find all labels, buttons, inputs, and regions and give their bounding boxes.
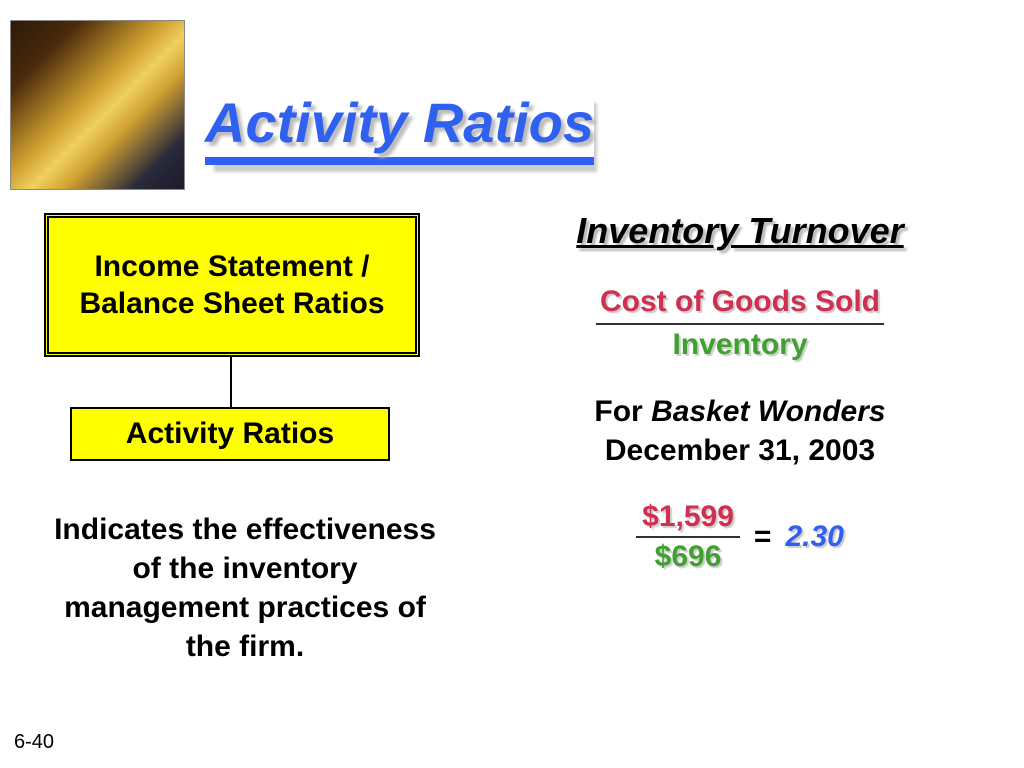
calc-result: 2.30: [785, 520, 843, 554]
slide-title: Activity Ratios: [205, 90, 594, 165]
box-activity-ratios: Activity Ratios: [70, 407, 390, 461]
description-text: Indicates the effectiveness of the inven…: [40, 510, 450, 666]
formula-fraction: Cost of Goods Sold Inventory: [596, 282, 884, 364]
equals-sign: =: [754, 520, 772, 554]
box-activity-ratios-text: Activity Ratios: [126, 417, 334, 451]
formula-numerator: Cost of Goods Sold: [596, 282, 884, 325]
box-income-balance-text: Income Statement / Balance Sheet Ratios: [49, 248, 415, 323]
formula-denominator: Inventory: [596, 325, 884, 364]
context-for: For: [594, 395, 642, 428]
context-block: For Basket Wonders December 31, 2003: [490, 392, 990, 470]
connector-line: [230, 357, 232, 407]
subheading-inventory-turnover: Inventory Turnover: [490, 210, 990, 252]
right-column: Inventory Turnover Cost of Goods Sold In…: [490, 210, 990, 574]
slide-number: 6-40: [14, 731, 54, 754]
calc-fraction: $1,599 $696: [636, 500, 740, 574]
calc-denominator: $696: [655, 538, 722, 574]
context-date: December 31, 2003: [605, 434, 875, 467]
box-income-balance: Income Statement / Balance Sheet Ratios: [44, 213, 420, 357]
calc-numerator: $1,599: [636, 500, 740, 538]
decorative-corner-image: [10, 20, 185, 190]
context-company: Basket Wonders: [651, 395, 886, 428]
calculation: $1,599 $696 = 2.30: [490, 500, 990, 574]
